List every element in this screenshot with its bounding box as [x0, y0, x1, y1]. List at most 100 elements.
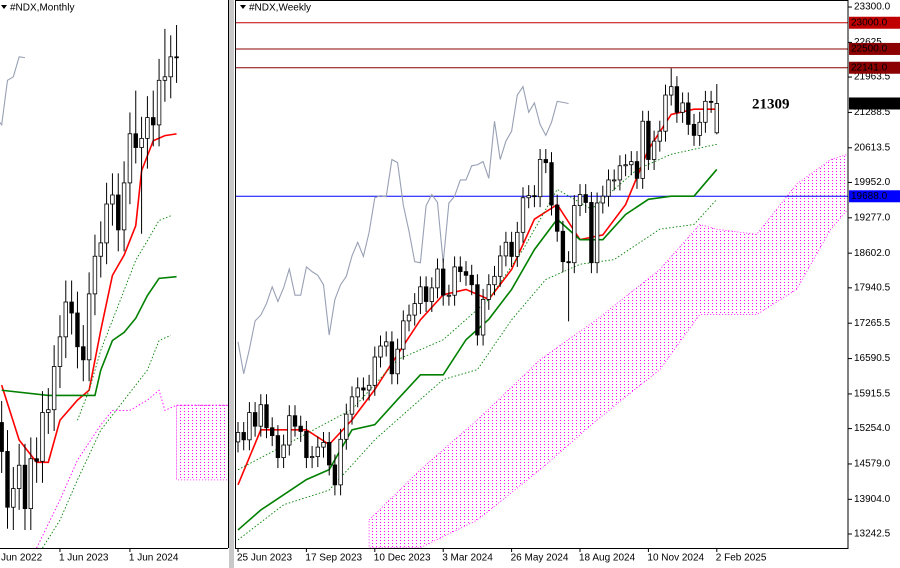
candle-body — [617, 165, 623, 181]
candle-body — [151, 117, 156, 126]
candle-body — [309, 456, 315, 459]
candle-body — [57, 336, 63, 367]
candle-body — [537, 159, 543, 198]
candle-body — [583, 194, 588, 203]
level-label-box — [849, 61, 900, 74]
candle-body — [389, 341, 395, 375]
candle-body — [509, 241, 514, 257]
candle-body — [612, 179, 617, 182]
candle-body — [549, 162, 554, 206]
candle-body — [92, 255, 98, 295]
candle-body — [116, 194, 121, 231]
candle-body — [651, 140, 657, 160]
candle-body — [252, 412, 258, 427]
y-tick-label: 21963.5 — [854, 72, 891, 83]
x-tick-label: 1 Jun 2023 — [59, 553, 109, 564]
monthly-plot — [0, 25, 228, 548]
candle-body — [480, 298, 486, 336]
level-label: 22500.0 — [851, 44, 888, 55]
candle-body — [600, 195, 605, 204]
candle-body — [532, 195, 537, 198]
x-tick-label: 3 Mar 2024 — [442, 553, 493, 564]
candle-body — [338, 438, 343, 486]
candle-body — [401, 320, 406, 350]
candle-body — [81, 346, 86, 361]
candle-body — [469, 274, 474, 286]
level-label: 23000.0 — [851, 17, 888, 28]
candle-body — [241, 432, 246, 441]
candle-body — [572, 205, 577, 264]
lagging-line — [0, 56, 26, 127]
candle-body — [121, 182, 127, 231]
candle-body — [640, 120, 645, 179]
x-tick-label: 1 Jun 2024 — [129, 553, 179, 564]
panel-divider — [229, 0, 234, 568]
x-tick-label: 18 Aug 2024 — [579, 553, 636, 564]
candle-body — [623, 164, 628, 167]
candle-body — [133, 133, 138, 148]
candle-body — [458, 266, 463, 273]
candle-body — [492, 275, 497, 286]
y-tick-label: 14579.0 — [854, 459, 891, 470]
candle-body — [372, 356, 377, 386]
weekly-plot — [235, 22, 848, 548]
candle-body — [520, 197, 526, 233]
x-tick-label: 10 Dec 2023 — [374, 553, 431, 564]
candle-body — [395, 348, 400, 375]
candle-body — [446, 294, 452, 297]
candle-body — [98, 242, 103, 257]
candle-body — [344, 413, 349, 440]
level-label: 21459.0 — [851, 98, 888, 109]
candle-body — [423, 286, 429, 302]
candle-body — [292, 415, 298, 427]
candle-body — [555, 204, 560, 232]
candle-body — [321, 442, 326, 448]
candle-body — [361, 387, 366, 391]
level-label-box — [849, 42, 900, 55]
candle-body — [264, 404, 269, 429]
candle-body — [503, 241, 509, 257]
candle-body — [275, 435, 281, 459]
candle-body — [429, 287, 434, 302]
candle-body — [75, 312, 80, 348]
candle-body — [691, 123, 697, 136]
indicator-line — [1, 275, 177, 397]
candle-body — [560, 230, 566, 263]
y-tick-label: 15915.5 — [854, 389, 891, 400]
candle-body — [145, 117, 150, 139]
x-tick-label: 2 Feb 2025 — [716, 553, 767, 564]
candle-body — [657, 130, 662, 142]
candle-body — [349, 396, 355, 415]
candle-body — [646, 120, 651, 160]
candle-body — [86, 293, 92, 361]
candle-body — [634, 161, 640, 179]
candle-body — [168, 56, 173, 78]
candle-body — [63, 301, 68, 338]
candle-body — [475, 284, 480, 336]
candle-body — [355, 387, 360, 398]
candle-body — [435, 268, 440, 289]
level-label: 19688.0 — [851, 191, 888, 202]
candle-body — [441, 268, 446, 296]
candle-body — [247, 412, 252, 441]
monthly-title: #NDX,Monthly — [10, 3, 74, 14]
candle-body — [412, 303, 417, 316]
candle-body — [674, 86, 680, 113]
candle-body — [406, 314, 412, 322]
y-tick-label: 22625 — [854, 37, 882, 48]
candle-body — [162, 76, 168, 81]
candle-body — [40, 412, 45, 462]
y-tick-label: 13242.5 — [854, 529, 891, 540]
y-tick-label: 19277.0 — [854, 212, 891, 223]
candle-body — [5, 451, 10, 508]
candle-body — [515, 231, 520, 257]
candle-body — [139, 137, 144, 148]
candle-body — [22, 464, 28, 510]
candle-body — [486, 284, 491, 300]
candle-body — [669, 86, 674, 96]
candle-body — [69, 301, 74, 314]
candle-body — [287, 415, 292, 446]
level-label-box — [849, 16, 900, 29]
candle-body — [714, 103, 719, 134]
